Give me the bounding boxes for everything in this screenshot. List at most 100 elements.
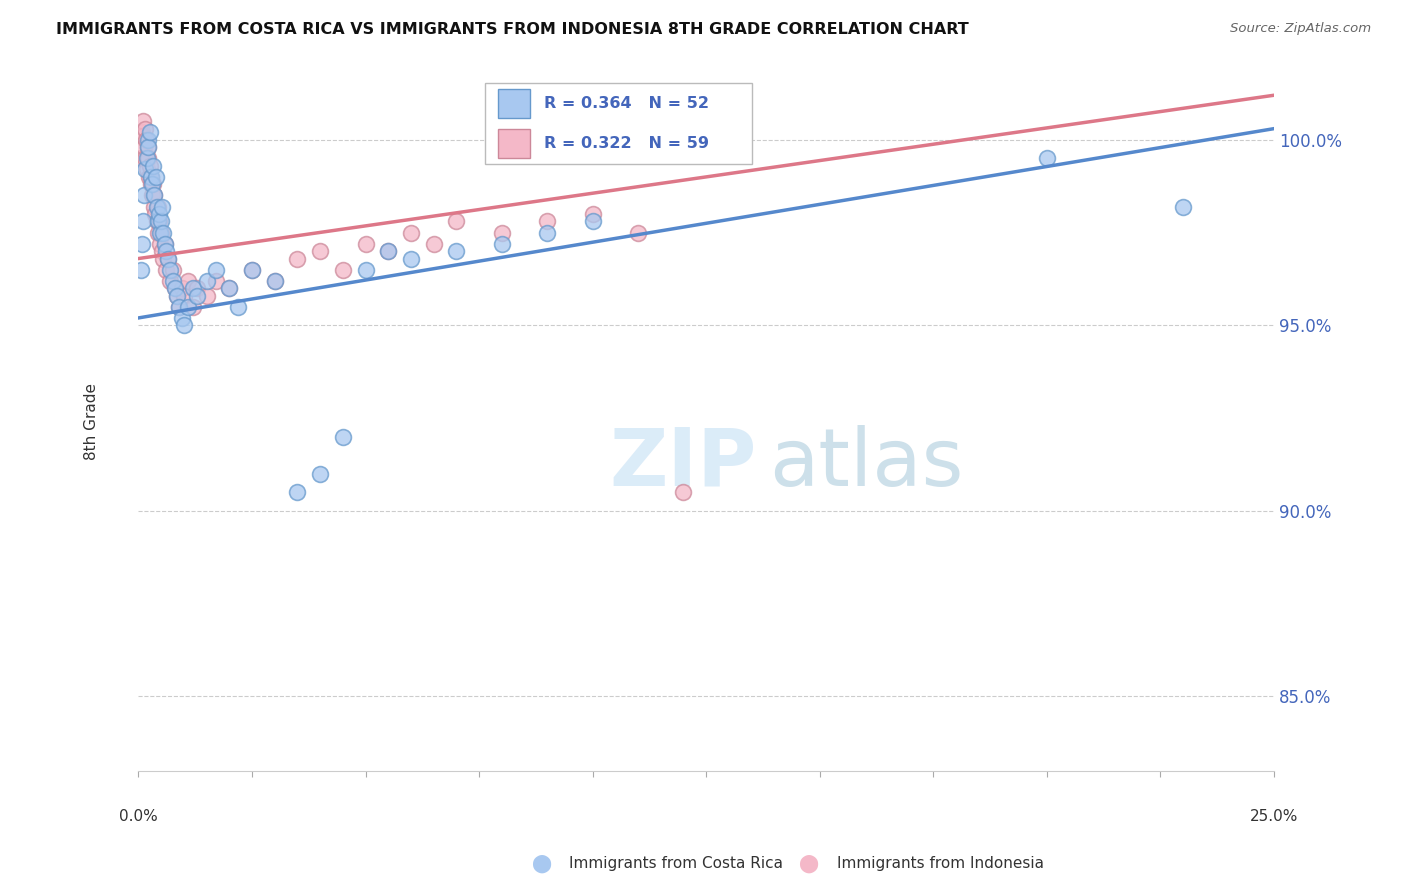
Point [195, 274, 218, 288]
Text: Immigrants from Indonesia: Immigrants from Indonesia [837, 856, 1043, 871]
Point [145, 200, 167, 214]
Point [491, 236, 513, 251]
Point [135, 133, 157, 147]
Point [139, 159, 162, 173]
Point [177, 300, 200, 314]
Point [377, 244, 399, 259]
Point [148, 226, 170, 240]
Point [152, 226, 174, 240]
Point [136, 140, 159, 154]
Point [446, 244, 468, 259]
Point [309, 467, 332, 481]
Point [129, 262, 152, 277]
Point [582, 214, 605, 228]
Point [143, 188, 166, 202]
Point [218, 281, 240, 295]
Point [1171, 200, 1194, 214]
Point [173, 318, 195, 333]
Point [166, 288, 188, 302]
Point [135, 152, 157, 166]
Point [129, 152, 152, 166]
Point [263, 274, 285, 288]
Point [143, 188, 166, 202]
Point [170, 281, 193, 295]
Point [139, 125, 162, 139]
Point [150, 200, 173, 214]
Point [152, 252, 174, 266]
Text: R = 0.322   N = 59: R = 0.322 N = 59 [544, 136, 709, 151]
Point [131, 125, 153, 139]
Point [173, 288, 195, 302]
Point [399, 252, 422, 266]
Point [163, 281, 186, 295]
Text: 25.0%: 25.0% [1250, 809, 1298, 824]
Point [134, 121, 156, 136]
Point [143, 207, 166, 221]
Bar [485, 84, 752, 164]
Point [156, 252, 179, 266]
Point [354, 262, 377, 277]
Point [138, 169, 160, 184]
Point [218, 281, 240, 295]
Point [186, 281, 208, 295]
Text: R = 0.364   N = 52: R = 0.364 N = 52 [544, 96, 709, 111]
Text: 8th Grade: 8th Grade [84, 384, 98, 460]
Point [150, 244, 173, 259]
Point [131, 236, 153, 251]
Point [354, 236, 377, 251]
Point [149, 236, 172, 251]
Point [309, 244, 332, 259]
Bar [498, 89, 530, 118]
Point [170, 310, 193, 325]
Point [153, 236, 176, 251]
Point [146, 200, 169, 214]
Point [159, 274, 181, 288]
Text: Immigrants from Costa Rica: Immigrants from Costa Rica [569, 856, 783, 871]
Point [142, 178, 165, 192]
Point [287, 485, 309, 500]
Point [627, 226, 650, 240]
Point [136, 133, 159, 147]
Point [141, 169, 163, 184]
Point [536, 226, 558, 240]
Point [148, 207, 170, 221]
Point [166, 288, 188, 302]
Point [287, 252, 309, 266]
Point [422, 236, 444, 251]
Point [131, 114, 153, 128]
Point [156, 252, 179, 266]
Text: Source: ZipAtlas.com: Source: ZipAtlas.com [1230, 22, 1371, 36]
Point [672, 485, 695, 500]
Point [141, 178, 163, 192]
Point [155, 262, 177, 277]
Point [145, 214, 167, 228]
Point [138, 152, 160, 166]
Point [139, 178, 162, 192]
Point [228, 300, 250, 314]
Text: 0.0%: 0.0% [120, 809, 157, 824]
Point [169, 300, 191, 314]
Point [162, 274, 184, 288]
Text: IMMIGRANTS FROM COSTA RICA VS IMMIGRANTS FROM INDONESIA 8TH GRADE CORRELATION CH: IMMIGRANTS FROM COSTA RICA VS IMMIGRANTS… [56, 22, 969, 37]
Point [149, 226, 172, 240]
Point [263, 274, 285, 288]
Point [150, 214, 173, 228]
Point [181, 300, 204, 314]
Point [134, 152, 156, 166]
Point [141, 188, 163, 202]
Point [399, 226, 422, 240]
Point [138, 140, 160, 154]
Point [132, 140, 155, 154]
Point [169, 300, 191, 314]
Point [141, 169, 163, 184]
Point [536, 214, 558, 228]
Point [204, 262, 226, 277]
Text: atlas: atlas [769, 425, 963, 503]
Point [204, 274, 226, 288]
Point [582, 207, 605, 221]
Point [146, 214, 169, 228]
Point [142, 159, 165, 173]
Point [377, 244, 399, 259]
Text: ⬤: ⬤ [799, 855, 818, 872]
Point [155, 244, 177, 259]
